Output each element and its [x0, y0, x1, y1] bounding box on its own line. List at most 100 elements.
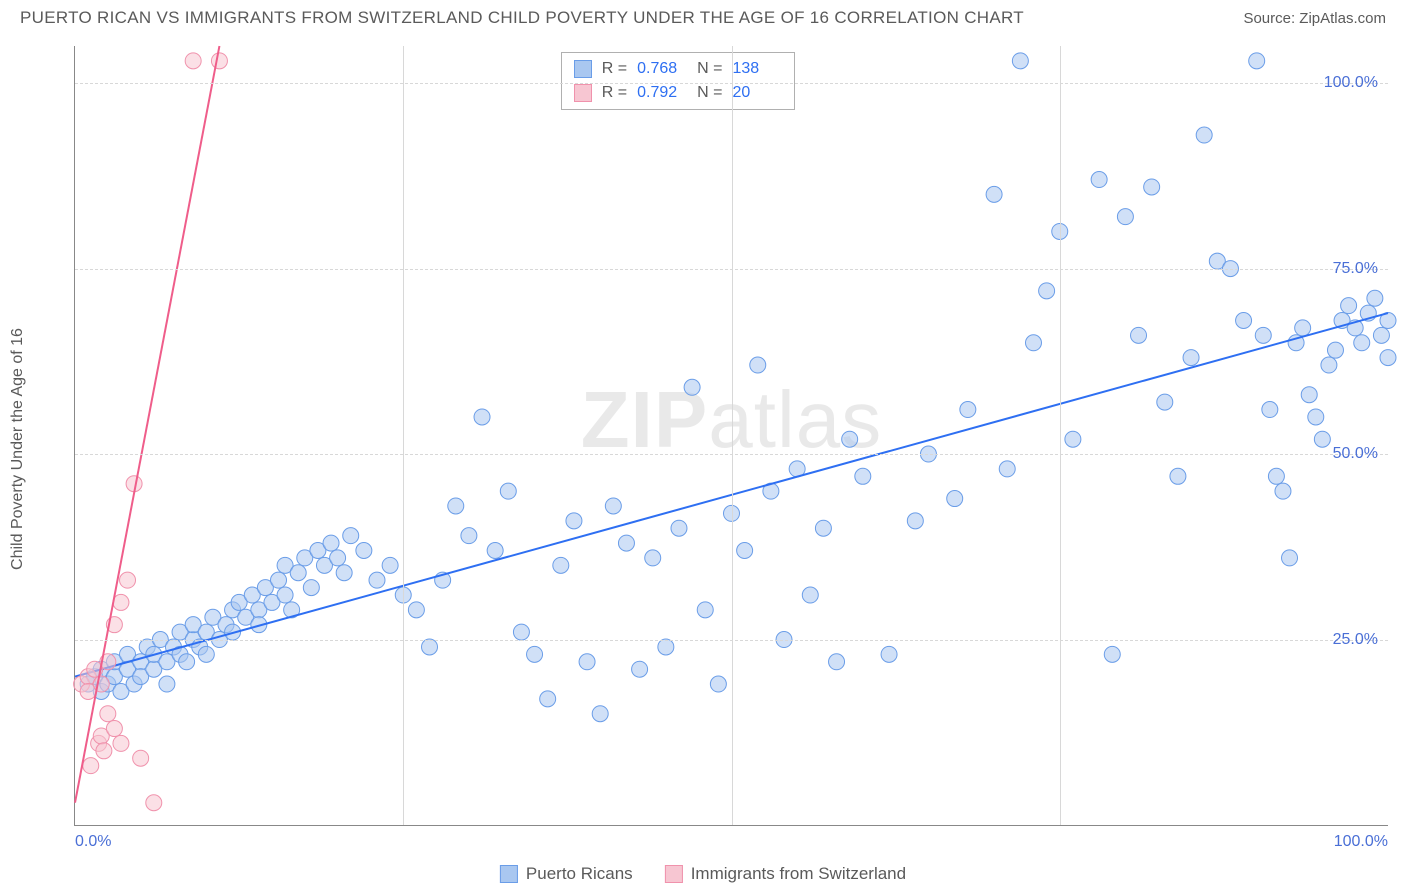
data-point — [448, 498, 464, 514]
data-point — [500, 483, 516, 499]
swatch-series2 — [574, 84, 592, 102]
data-point — [369, 572, 385, 588]
data-point — [271, 572, 287, 588]
data-point — [907, 513, 923, 529]
data-point — [579, 654, 595, 670]
data-point — [1380, 350, 1396, 366]
data-point — [474, 409, 490, 425]
data-point — [1275, 483, 1291, 499]
data-point — [881, 646, 897, 662]
data-point — [1065, 431, 1081, 447]
data-point — [277, 587, 293, 603]
swatch-series2-legend — [665, 865, 683, 883]
stats-row-series2: R = 0.792 N = 20 — [574, 81, 783, 105]
stats-row-series1: R = 0.768 N = 138 — [574, 57, 783, 81]
data-point — [618, 535, 634, 551]
data-point — [113, 735, 129, 751]
data-point — [1321, 357, 1337, 373]
data-point — [1196, 127, 1212, 143]
data-point — [750, 357, 766, 373]
ytick-label: 75.0% — [1333, 260, 1378, 278]
data-point — [986, 186, 1002, 202]
data-point — [605, 498, 621, 514]
data-point — [146, 795, 162, 811]
legend-item-series2: Immigrants from Switzerland — [665, 864, 906, 884]
data-point — [671, 520, 687, 536]
data-point — [96, 743, 112, 759]
data-point — [356, 542, 372, 558]
data-point — [1354, 335, 1370, 351]
data-point — [513, 624, 529, 640]
data-point — [802, 587, 818, 603]
data-point — [290, 565, 306, 581]
data-point — [185, 53, 201, 69]
data-point — [527, 646, 543, 662]
data-point — [1131, 327, 1147, 343]
data-point — [1314, 431, 1330, 447]
data-point — [960, 402, 976, 418]
data-point — [461, 528, 477, 544]
data-point — [487, 542, 503, 558]
data-point — [1039, 283, 1055, 299]
data-point — [133, 750, 149, 766]
data-point — [1301, 387, 1317, 403]
swatch-series1-legend — [500, 865, 518, 883]
data-point — [343, 528, 359, 544]
data-point — [1170, 468, 1186, 484]
data-point — [737, 542, 753, 558]
xtick-label: 0.0% — [75, 833, 111, 851]
data-point — [1249, 53, 1265, 69]
ytick-label: 100.0% — [1324, 74, 1378, 92]
data-point — [592, 706, 608, 722]
data-point — [842, 431, 858, 447]
data-point — [1144, 179, 1160, 195]
data-point — [566, 513, 582, 529]
data-point — [211, 53, 227, 69]
data-point — [106, 721, 122, 737]
y-axis-label: Child Poverty Under the Age of 16 — [9, 328, 27, 570]
data-point — [815, 520, 831, 536]
bottom-legend: Puerto Ricans Immigrants from Switzerlan… — [500, 864, 906, 884]
data-point — [632, 661, 648, 677]
data-point — [1341, 298, 1357, 314]
data-point — [422, 639, 438, 655]
data-point — [1012, 53, 1028, 69]
data-point — [1025, 335, 1041, 351]
xtick-label: 100.0% — [1334, 833, 1388, 851]
data-point — [1367, 290, 1383, 306]
data-point — [684, 379, 700, 395]
data-point — [198, 646, 214, 662]
data-point — [179, 654, 195, 670]
data-point — [710, 676, 726, 692]
data-point — [113, 594, 129, 610]
data-point — [1255, 327, 1271, 343]
trend-line — [75, 46, 219, 803]
data-point — [697, 602, 713, 618]
chart-title: PUERTO RICAN VS IMMIGRANTS FROM SWITZERL… — [20, 8, 1024, 28]
data-point — [645, 550, 661, 566]
stats-legend-box: R = 0.768 N = 138 R = 0.792 N = 20 — [561, 52, 796, 110]
data-point — [1117, 209, 1133, 225]
data-point — [120, 572, 136, 588]
data-point — [382, 557, 398, 573]
data-point — [100, 706, 116, 722]
data-point — [303, 580, 319, 596]
legend-item-series1: Puerto Ricans — [500, 864, 633, 884]
data-point — [1373, 327, 1389, 343]
data-point — [947, 491, 963, 507]
data-point — [1157, 394, 1173, 410]
ytick-label: 50.0% — [1333, 445, 1378, 463]
source-label: Source: ZipAtlas.com — [1243, 10, 1386, 27]
chart-container: Child Poverty Under the Age of 16 ZIPatl… — [48, 46, 1388, 852]
data-point — [1268, 468, 1284, 484]
data-point — [553, 557, 569, 573]
data-point — [540, 691, 556, 707]
data-point — [658, 639, 674, 655]
data-point — [323, 535, 339, 551]
data-point — [829, 654, 845, 670]
data-point — [1308, 409, 1324, 425]
data-point — [330, 550, 346, 566]
data-point — [336, 565, 352, 581]
ytick-label: 25.0% — [1333, 631, 1378, 649]
data-point — [1262, 402, 1278, 418]
